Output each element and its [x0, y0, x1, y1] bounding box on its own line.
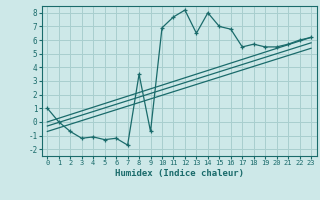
X-axis label: Humidex (Indice chaleur): Humidex (Indice chaleur)	[115, 169, 244, 178]
